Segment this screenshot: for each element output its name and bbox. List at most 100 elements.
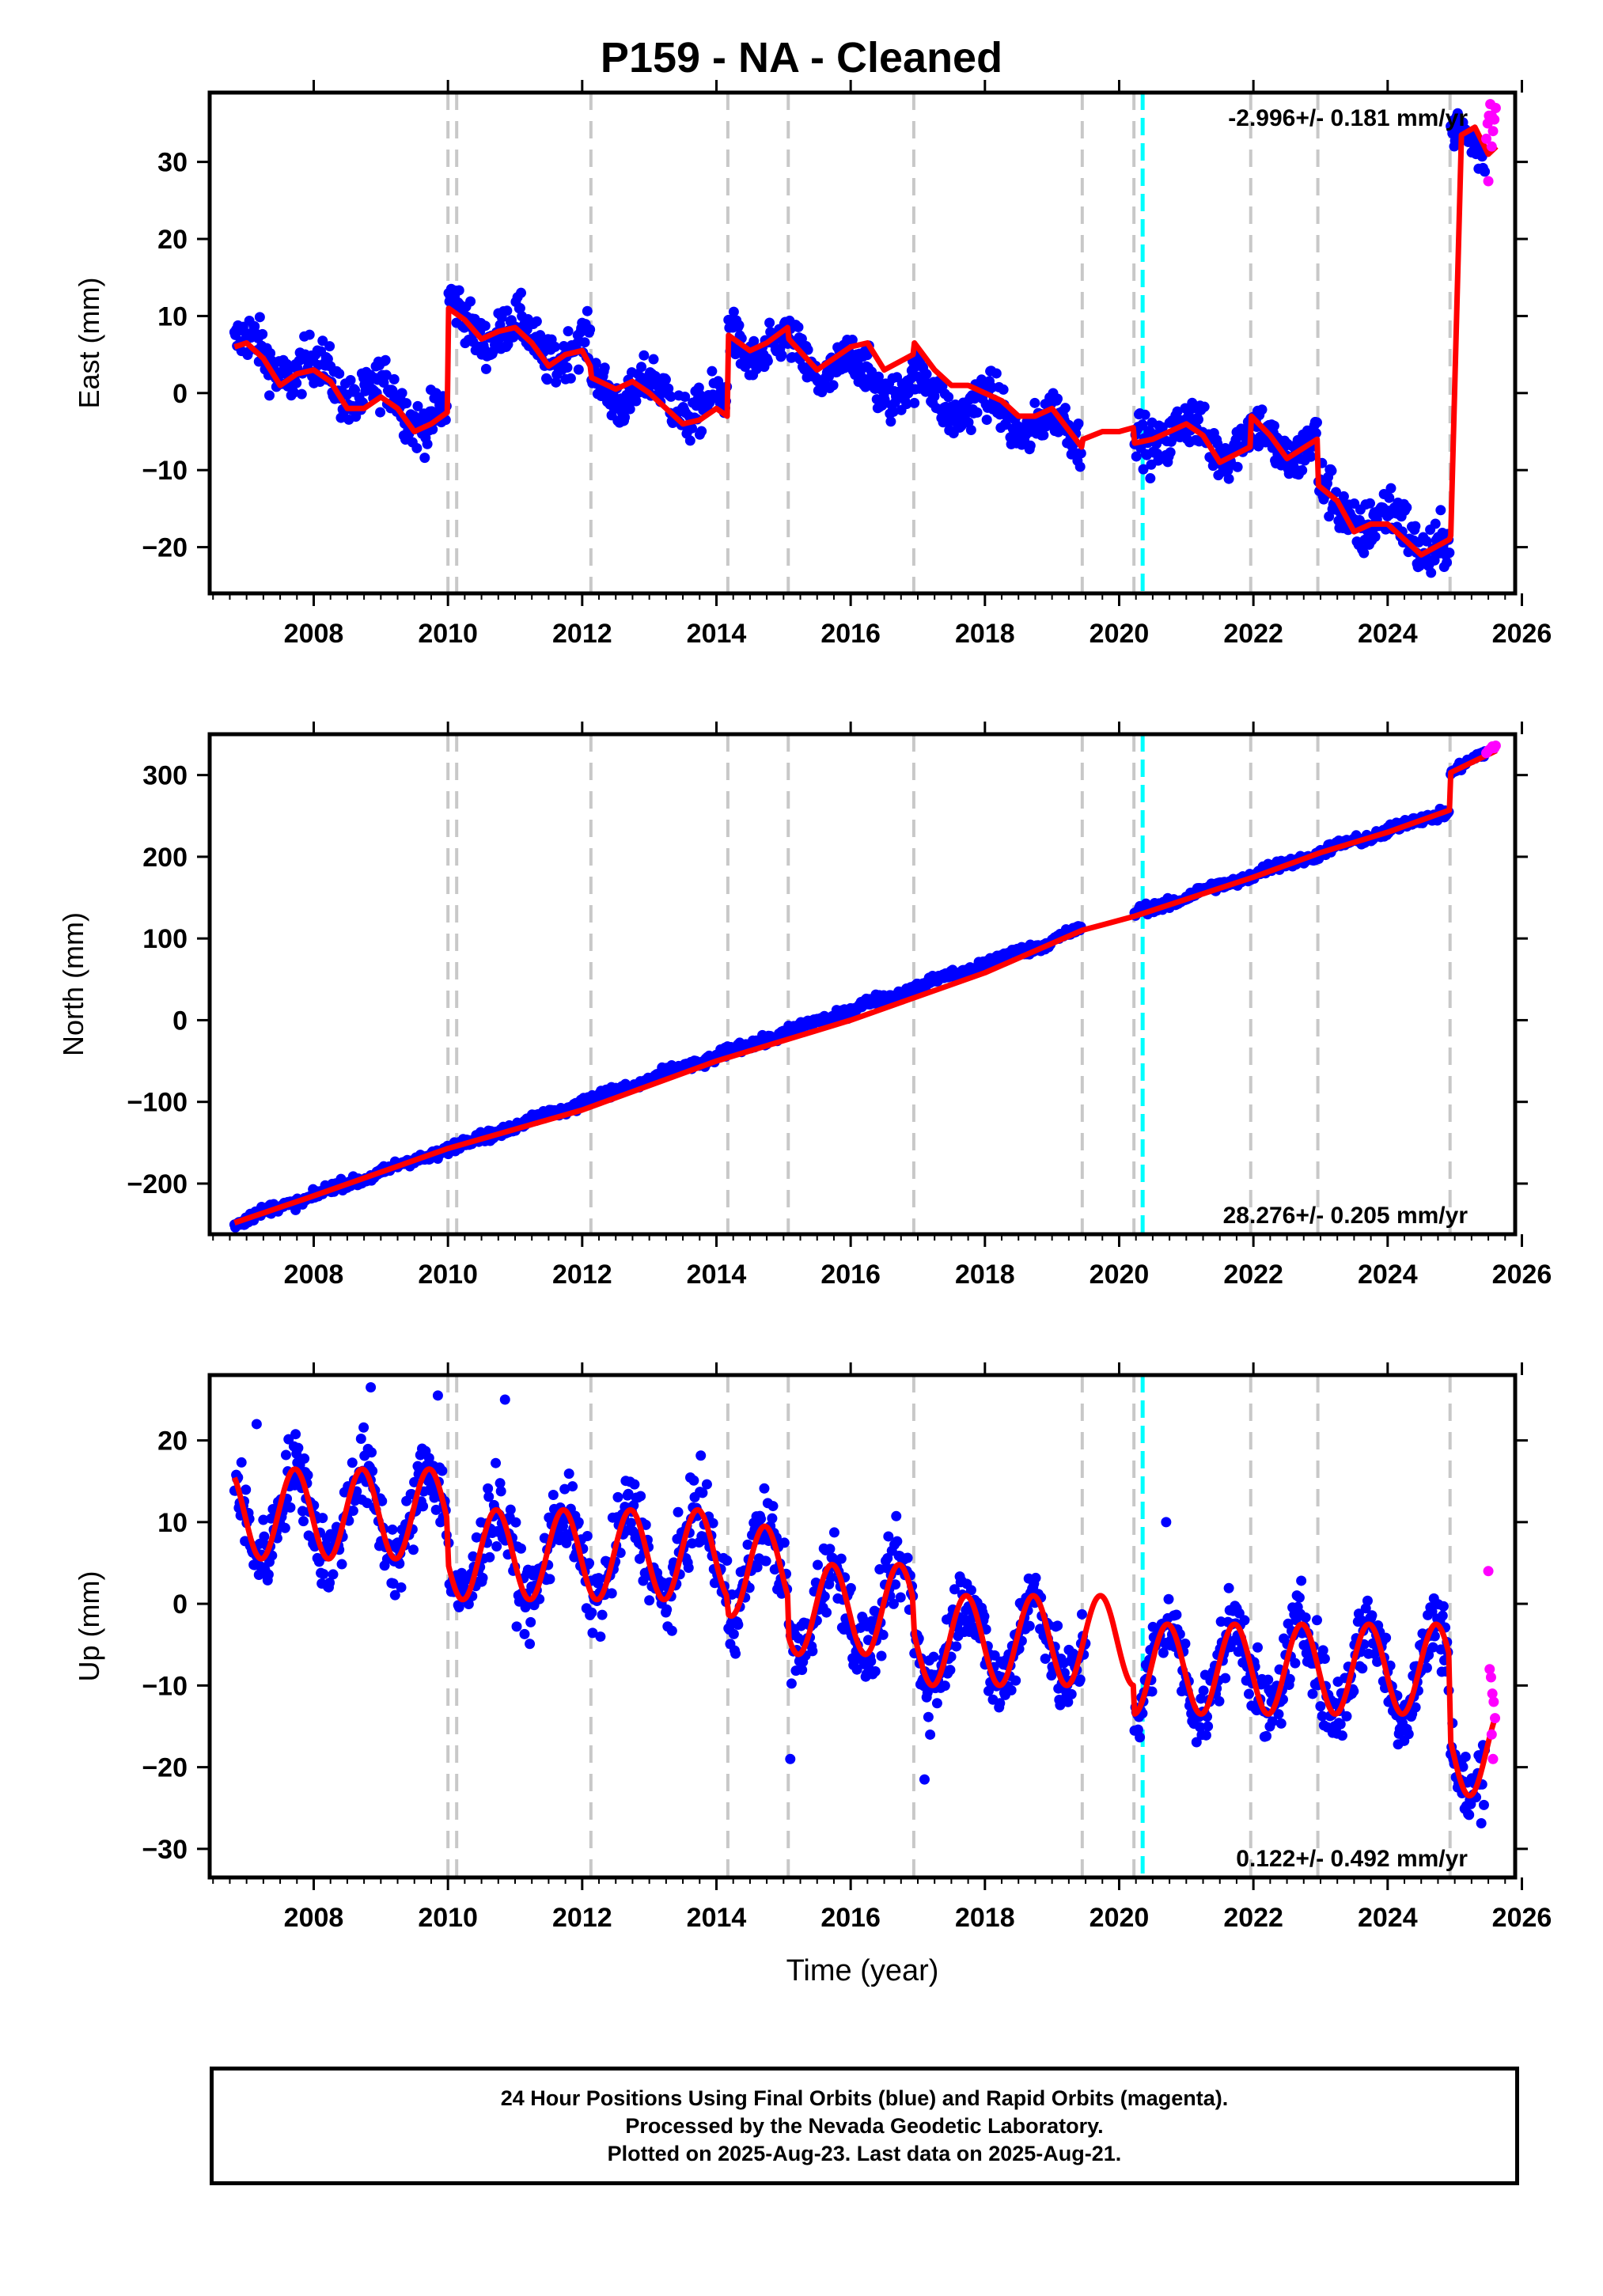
data-point <box>931 1698 942 1709</box>
data-point <box>1138 464 1149 475</box>
data-point <box>828 380 839 391</box>
data-point <box>377 1495 388 1506</box>
y-tick-label: −20 <box>142 533 188 563</box>
data-point <box>696 426 707 437</box>
data-point <box>762 355 773 366</box>
x-tick-label: 2024 <box>1358 619 1418 649</box>
data-point <box>825 1572 836 1583</box>
data-point <box>1370 531 1381 542</box>
data-point <box>701 1479 712 1490</box>
data-point <box>862 350 873 361</box>
data-point <box>562 362 573 373</box>
data-point <box>813 1559 824 1570</box>
data-point <box>1146 1686 1158 1697</box>
plots-svg: 2008 2010 2012 2014 2016 2018 2020 2022 2024 2026… <box>57 80 1552 1987</box>
data-point <box>1297 464 1308 475</box>
data-point <box>593 1573 604 1584</box>
data-point <box>638 1575 649 1586</box>
data-point <box>1030 1572 1041 1583</box>
data-point <box>876 1650 887 1661</box>
data-point <box>683 1563 694 1574</box>
data-point <box>1191 1737 1202 1748</box>
data-point <box>483 1491 495 1502</box>
y-axis-label: East (mm) <box>73 278 105 409</box>
data-point <box>358 1422 369 1433</box>
x-tick-label: 2026 <box>1492 619 1552 649</box>
data-point <box>943 392 954 403</box>
data-point <box>336 1559 347 1570</box>
data-point <box>597 1609 608 1620</box>
x-tick-label: 2020 <box>1090 1903 1150 1933</box>
plot-area <box>229 734 1501 1234</box>
outlier-point <box>366 1381 377 1392</box>
x-tick-label: 2020 <box>1090 1260 1150 1290</box>
x-tick-label: 2008 <box>284 1260 344 1290</box>
data-point <box>1426 567 1437 578</box>
data-point <box>542 374 553 385</box>
data-point <box>730 1648 741 1659</box>
y-tick-label: 10 <box>157 1508 188 1538</box>
data-point <box>366 1447 377 1458</box>
data-point <box>279 1522 290 1533</box>
data-point <box>639 350 650 361</box>
x-tick-label: 2008 <box>284 619 344 649</box>
caption-line-2: Processed by the Nevada Geodetic Laborat… <box>625 2114 1104 2138</box>
data-point <box>722 1555 733 1567</box>
data-point <box>1223 1582 1234 1593</box>
y-tick-label: −20 <box>142 1753 188 1783</box>
data-point <box>1348 1686 1359 1697</box>
data-point <box>1290 1658 1301 1669</box>
data-point <box>1263 1674 1274 1685</box>
data-point <box>525 1639 536 1650</box>
data-point <box>1163 1593 1174 1605</box>
data-point <box>1438 1601 1449 1612</box>
data-point <box>1427 1642 1438 1653</box>
data-point <box>550 341 561 352</box>
data-point <box>565 373 576 384</box>
data-point <box>873 371 884 382</box>
data-point <box>697 1487 708 1498</box>
data-point <box>551 377 562 388</box>
plot-frame <box>207 1373 1518 1880</box>
data-point <box>1326 465 1337 476</box>
data-point <box>254 312 265 323</box>
data-point <box>661 1604 673 1615</box>
data-point <box>586 1607 597 1618</box>
data-point <box>673 1506 684 1517</box>
final-orbit-points <box>229 108 1491 578</box>
x-tick-label: 2016 <box>820 1260 881 1290</box>
data-point <box>380 354 391 366</box>
data-point <box>882 1552 893 1563</box>
data-point <box>1480 166 1491 177</box>
y-tick-label: 300 <box>142 761 188 791</box>
data-point <box>1137 419 1148 430</box>
data-point <box>707 1517 718 1529</box>
data-point <box>1307 1688 1318 1699</box>
x-axis-label: Time (year) <box>786 1954 939 1987</box>
data-point <box>599 362 610 373</box>
x-tick-label: 2018 <box>955 1903 1015 1933</box>
data-point <box>582 305 593 316</box>
data-point <box>516 1543 527 1554</box>
data-point <box>563 1468 574 1480</box>
data-point <box>236 1457 247 1468</box>
data-point <box>531 316 542 327</box>
data-point <box>797 1665 808 1676</box>
y-tick-label: −200 <box>127 1169 188 1199</box>
x-tick-label: 2010 <box>418 1260 478 1290</box>
model-fit-line <box>232 1466 1499 1799</box>
data-point <box>544 1574 555 1585</box>
data-point <box>573 364 584 375</box>
data-point <box>1200 1730 1211 1741</box>
data-point <box>995 1698 1006 1709</box>
data-point <box>519 1628 530 1639</box>
data-point <box>1429 555 1440 566</box>
data-point <box>879 394 890 405</box>
data-point <box>845 1582 856 1593</box>
data-point <box>317 335 328 347</box>
panel-up: 2008 2010 2012 2014 2016 2018 2020 2022 2024 2026… <box>73 1362 1552 1987</box>
data-point <box>1330 1697 1341 1708</box>
y-tick-label: −100 <box>127 1088 188 1118</box>
rapid-orbit-point <box>1481 133 1492 144</box>
data-point <box>1214 1695 1225 1707</box>
